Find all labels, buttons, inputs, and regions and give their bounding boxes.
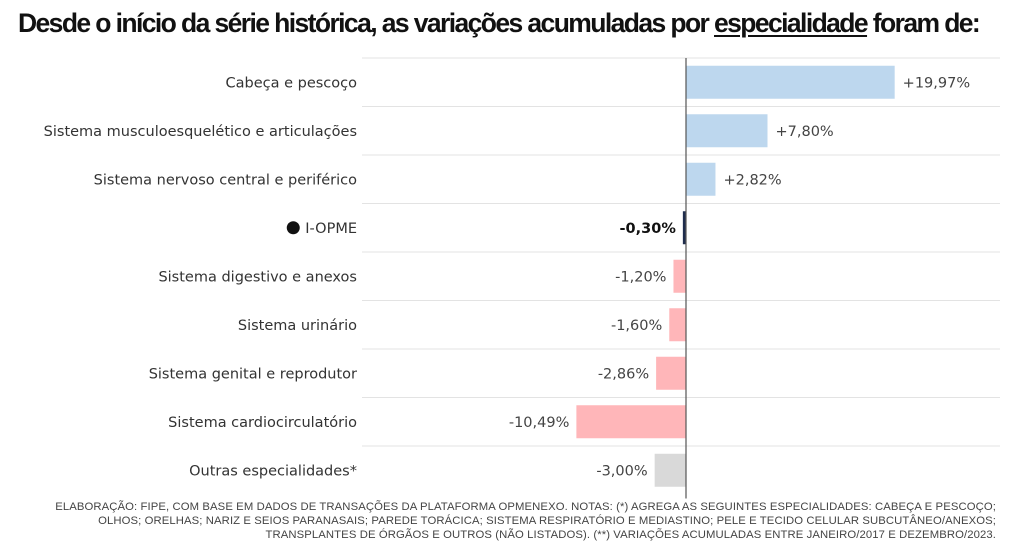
bar	[669, 308, 686, 342]
bar	[576, 405, 686, 439]
value-label: +2,82%	[723, 172, 781, 188]
category-label: Sistema genital e reprodutor	[149, 366, 357, 382]
category-label: Sistema cardiocirculatório	[168, 415, 357, 431]
value-label: -0,30%	[620, 221, 677, 237]
title-part-2: foram de:	[867, 8, 981, 38]
title-part-1: Desde o início da série histórica, as va…	[18, 8, 715, 38]
bar	[686, 114, 768, 148]
bar	[656, 356, 686, 390]
bar	[682, 211, 686, 245]
category-label: Sistema musculoesquelético e articulaçõe…	[44, 124, 357, 140]
value-label: -10,49%	[509, 415, 570, 431]
value-label: +19,97%	[903, 75, 970, 91]
title-underlined-word: especialidade	[714, 8, 869, 38]
highlight-marker	[286, 221, 300, 235]
footnote-line-3: TRANSPLANTES DE ÓRGÃOS E OUTROS (NÃO LIS…	[265, 529, 996, 541]
category-label: I-OPME	[305, 221, 357, 237]
category-label: Sistema nervoso central e periférico	[94, 172, 357, 188]
footnote-line-1: ELABORAÇÃO: FIPE, COM BASE EM DADOS DE T…	[55, 501, 996, 513]
bar-chart: Cabeça e pescoço +19,97% Sistema musculoes…	[44, 57, 1000, 499]
value-label: -3,00%	[596, 463, 647, 479]
value-label: -1,60%	[611, 318, 662, 334]
category-label: Cabeça e pescoço	[226, 75, 358, 91]
value-label: -2,86%	[598, 366, 649, 382]
value-label: +7,80%	[776, 124, 834, 140]
category-label: Sistema urinário	[238, 318, 357, 334]
bar	[673, 259, 686, 293]
value-label: -1,20%	[615, 269, 666, 285]
bar	[654, 453, 686, 487]
category-label: Sistema digestivo e anexos	[158, 269, 357, 285]
footnote-line-2: OLHOS; ORELHAS; NARIZ E SEIOS PARANASAIS…	[98, 515, 996, 527]
bar	[686, 65, 895, 99]
category-label: Outras especialidades*	[189, 463, 357, 479]
bar	[686, 162, 716, 196]
chart-title: Desde o início da série histórica, as va…	[18, 8, 1008, 39]
footnote: ELABORAÇÃO: FIPE, COM BASE EM DADOS DE T…	[36, 500, 996, 542]
